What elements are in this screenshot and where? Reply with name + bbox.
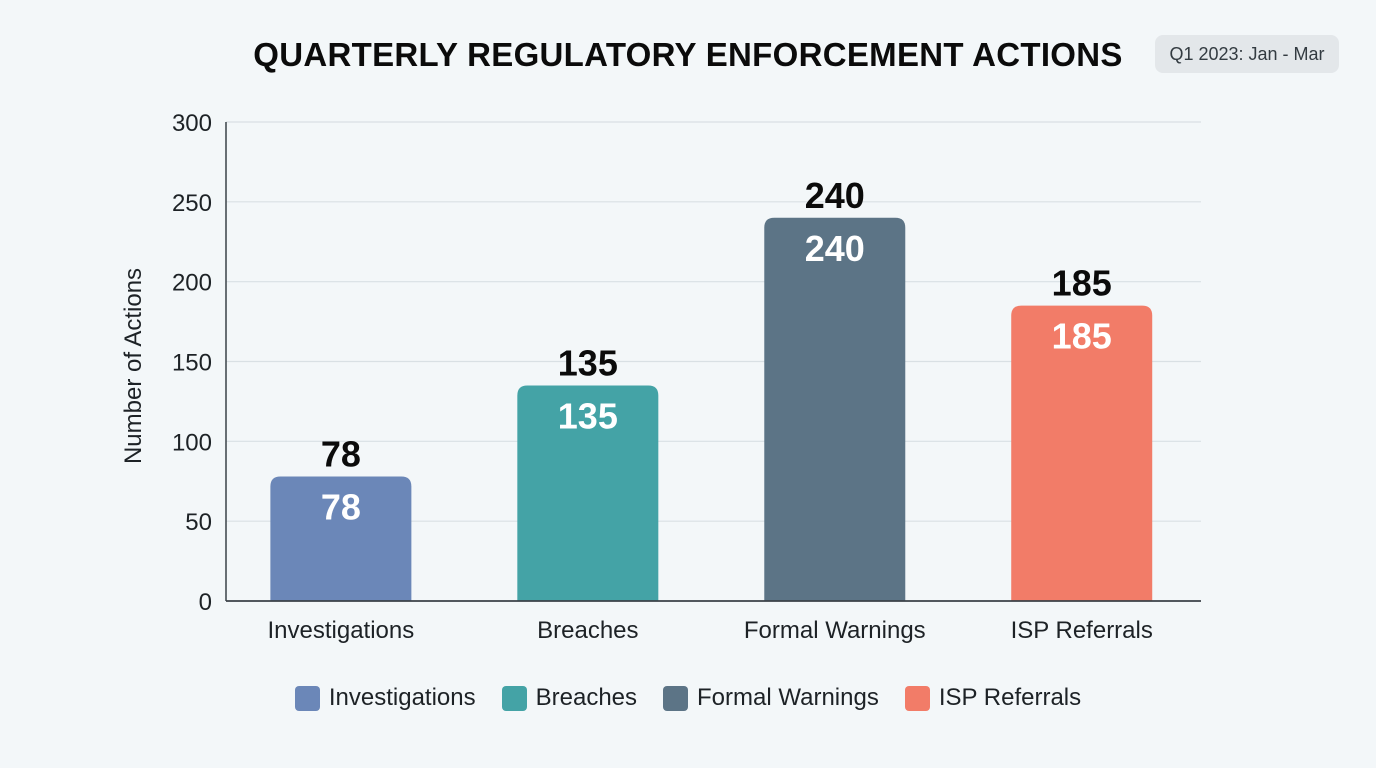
legend-label: Investigations	[328, 684, 476, 711]
y-tick-label: 100	[172, 429, 212, 456]
bar-formal-warnings	[764, 217, 906, 602]
legend-item: Breaches	[501, 684, 638, 712]
bar-value-label: 135	[558, 342, 618, 383]
legend-item: Investigations	[294, 684, 476, 712]
legend-swatch	[501, 685, 527, 711]
bar-investigations	[270, 476, 412, 601]
chart-legend: Investigations Breaches Formal Warnings ISP…	[0, 684, 1376, 712]
y-tick-label: 150	[172, 350, 212, 377]
bar-isp-referrals	[1011, 305, 1153, 601]
x-tick-label: ISP Referrals	[1011, 617, 1153, 644]
x-axis: Investigations Breaches Formal Warnings ISP…	[226, 600, 1201, 644]
bar-value-label: 240	[805, 175, 865, 216]
bar-inner-value-label: 78	[321, 486, 361, 527]
y-axis: 0 50 100 150 200 250 300	[172, 110, 227, 616]
legend-swatch	[904, 685, 930, 711]
x-tick-label: Breaches	[537, 617, 638, 644]
chart-title: QUARTERLY REGULATORY ENFORCEMENT ACTIONS	[253, 36, 1123, 73]
y-tick-label: 300	[172, 110, 212, 137]
legend-item: ISP Referrals	[904, 684, 1082, 712]
y-tick-label: 50	[185, 509, 212, 536]
y-tick-label: 200	[172, 270, 212, 297]
bar-inner-value-label: 185	[1052, 316, 1112, 357]
y-tick-label: 0	[199, 589, 212, 616]
bar-value-label: 185	[1052, 263, 1112, 304]
x-tick-label: Investigations	[267, 617, 414, 644]
bar-breaches	[517, 385, 659, 601]
bars: 78 78 135 135 240 240 185 185	[270, 175, 1153, 602]
legend-swatch	[294, 685, 320, 711]
legend-swatch	[663, 685, 689, 711]
legend-label: Breaches	[535, 684, 638, 711]
legend-label: ISP Referrals	[938, 684, 1082, 711]
y-tick-label: 250	[172, 190, 212, 217]
legend-label: Formal Warnings	[697, 684, 879, 711]
bar-inner-value-label: 135	[558, 395, 618, 436]
x-tick-label: Formal Warnings	[744, 617, 926, 644]
bar-value-label: 78	[321, 433, 361, 474]
y-axis-label: Number of Actions	[120, 268, 147, 464]
bar-inner-value-label: 240	[805, 228, 865, 269]
legend-item: Formal Warnings	[663, 684, 879, 712]
period-badge: Q1 2023: Jan - Mar	[1155, 35, 1339, 73]
